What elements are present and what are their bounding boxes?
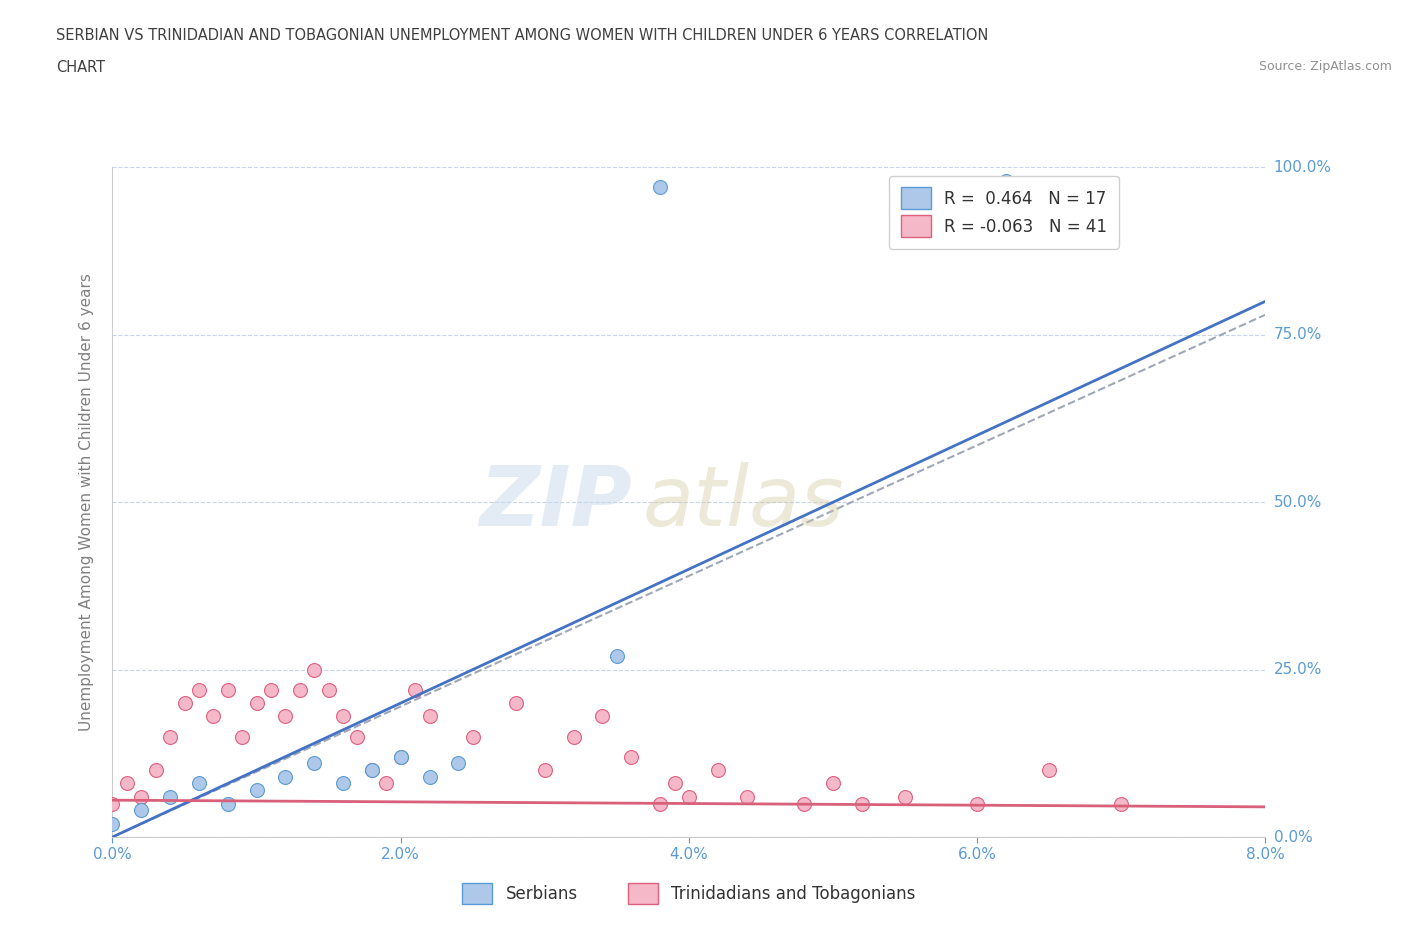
Point [389, 750, 412, 764]
Point [217, 683, 239, 698]
Point [304, 662, 326, 677]
Point [231, 729, 253, 744]
Point [129, 803, 153, 817]
Point [851, 796, 873, 811]
Point [678, 790, 700, 804]
Point [735, 790, 758, 804]
Y-axis label: Unemployment Among Women with Children Under 6 years: Unemployment Among Women with Children U… [79, 273, 94, 731]
Point [159, 790, 181, 804]
Text: 50.0%: 50.0% [1274, 495, 1322, 510]
Point [245, 783, 267, 798]
Point [360, 763, 382, 777]
Point [188, 683, 211, 698]
Point [966, 796, 988, 811]
Point [404, 683, 426, 698]
Text: 0.0%: 0.0% [1274, 830, 1312, 844]
Point [274, 769, 297, 784]
Point [592, 709, 614, 724]
Text: ZIP: ZIP [478, 461, 631, 543]
Text: SERBIAN VS TRINIDADIAN AND TOBAGONIAN UNEMPLOYMENT AMONG WOMEN WITH CHILDREN UND: SERBIAN VS TRINIDADIAN AND TOBAGONIAN UN… [56, 28, 988, 43]
Point [288, 683, 311, 698]
Point [707, 763, 730, 777]
Point [533, 763, 555, 777]
Point [389, 750, 412, 764]
Point [606, 649, 628, 664]
Point [188, 776, 211, 790]
Point [793, 796, 815, 811]
Point [173, 696, 195, 711]
Point [648, 180, 672, 195]
Point [101, 817, 124, 831]
Point [115, 776, 138, 790]
Point [129, 790, 153, 804]
Point [159, 729, 181, 744]
Text: Source: ZipAtlas.com: Source: ZipAtlas.com [1258, 60, 1392, 73]
Point [145, 763, 167, 777]
Point [245, 696, 267, 711]
Point [202, 709, 225, 724]
Point [260, 683, 283, 698]
Point [821, 776, 844, 790]
Point [274, 709, 297, 724]
Point [1038, 220, 1060, 235]
Point [562, 729, 585, 744]
Point [304, 756, 326, 771]
Text: 25.0%: 25.0% [1274, 662, 1322, 677]
Point [620, 750, 643, 764]
Text: 75.0%: 75.0% [1274, 327, 1322, 342]
Point [505, 696, 527, 711]
Point [1111, 796, 1133, 811]
Point [664, 776, 686, 790]
Point [894, 790, 917, 804]
Point [1038, 763, 1060, 777]
Point [318, 683, 340, 698]
Point [648, 796, 672, 811]
Legend: Serbians, Trinidadians and Tobagonians: Serbians, Trinidadians and Tobagonians [451, 871, 927, 916]
Point [332, 776, 354, 790]
Point [375, 776, 398, 790]
Point [419, 769, 441, 784]
Point [447, 756, 470, 771]
Point [346, 729, 368, 744]
Text: CHART: CHART [56, 60, 105, 75]
Point [332, 709, 354, 724]
Text: 100.0%: 100.0% [1274, 160, 1331, 175]
Text: atlas: atlas [643, 461, 845, 543]
Point [217, 796, 239, 811]
Point [101, 796, 124, 811]
Point [995, 173, 1018, 188]
Point [360, 763, 382, 777]
Point [461, 729, 484, 744]
Point [419, 709, 441, 724]
